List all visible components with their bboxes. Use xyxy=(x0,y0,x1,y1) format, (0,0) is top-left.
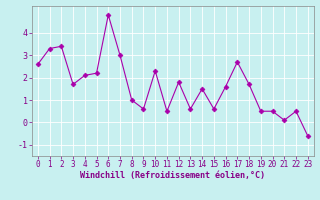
X-axis label: Windchill (Refroidissement éolien,°C): Windchill (Refroidissement éolien,°C) xyxy=(80,171,265,180)
